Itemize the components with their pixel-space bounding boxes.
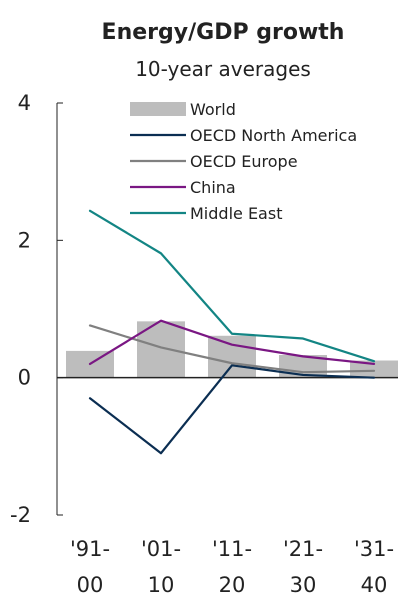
x-tick-label-3-1: '11- [212, 537, 252, 561]
legend-label-world: World [190, 100, 236, 119]
y-axis-ticks: 4 2 0 -2 [10, 91, 63, 527]
chart-title: Energy/GDP growth [102, 20, 345, 45]
oecd-europe-line [88, 324, 376, 374]
world-bars [66, 321, 398, 378]
legend-swatch-world [130, 102, 186, 116]
chart-subtitle: 10-year averages [135, 57, 311, 81]
x-tick-label-2-2: 10 [148, 573, 175, 597]
legend-label-middle-east: Middle East [190, 204, 282, 223]
x-tick-label-3-2: 20 [219, 573, 246, 597]
middle-east-line [88, 209, 376, 363]
x-axis-labels: '91- 00 '01- 10 '11- 20 '21- 30 '31- 40 [70, 537, 394, 597]
x-tick-label-4-1: '21- [283, 537, 323, 561]
oecd-north-america-line [88, 364, 376, 455]
legend-label-oecd-europe: OECD Europe [190, 152, 298, 171]
y-tick-label-1: 4 [18, 91, 31, 115]
x-tick-label-1-2: 00 [77, 573, 104, 597]
legend-label-oecd-north-america: OECD North America [190, 126, 357, 145]
y-tick-label-2: 2 [18, 228, 31, 252]
china-line [88, 319, 376, 366]
world-bar-3 [208, 335, 256, 378]
x-tick-label-1-1: '91- [70, 537, 110, 561]
world-bar-5 [350, 360, 398, 378]
x-tick-label-5-2: 40 [361, 573, 388, 597]
legend-label-china: China [190, 178, 236, 197]
legend: World OECD North America OECD Europe China M… [130, 100, 357, 223]
x-tick-label-4-2: 30 [290, 573, 317, 597]
y-tick-label-4: -2 [10, 503, 31, 527]
x-tick-label-5-1: '31- [354, 537, 394, 561]
y-tick-label-3: 0 [18, 366, 31, 390]
series-lines [88, 209, 376, 455]
x-tick-label-2-1: '01- [141, 537, 181, 561]
